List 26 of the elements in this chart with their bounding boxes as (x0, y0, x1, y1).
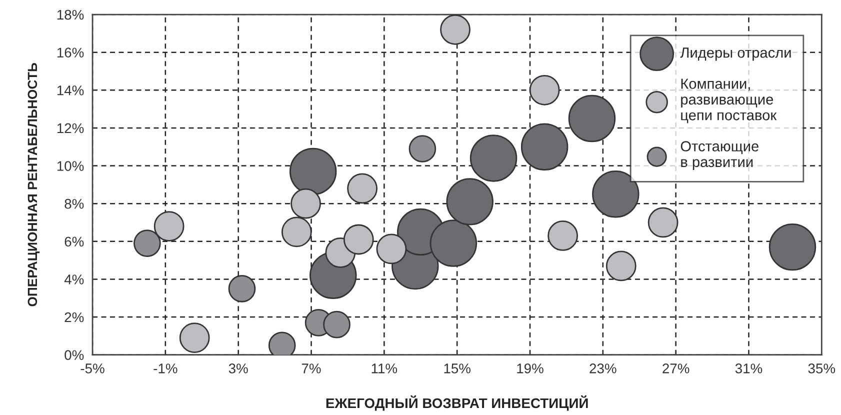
y-tick-label: 6% (64, 236, 84, 247)
x-tick-label: 19% (517, 364, 544, 374)
x-tick-label: 15% (444, 364, 470, 374)
y-axis-title: ОПЕРАЦИОННАЯ РЕНТАБЕЛЬНОСТЬ (28, 63, 40, 306)
y-tick-label: 16% (57, 48, 84, 58)
legend-label: Компании, развивающие цепи поставок (681, 78, 777, 124)
x-tick-label: 11% (372, 364, 398, 374)
x-tick-label: -5% (80, 364, 104, 374)
y-tick-label: 0% (64, 350, 84, 360)
legend-label: Отстающие в развитии (680, 141, 758, 170)
x-tick-label: 31% (735, 364, 762, 374)
x-tick-label: 27% (662, 364, 690, 374)
x-tick-label: 3% (228, 364, 248, 374)
x-tick-label: 35% (808, 364, 836, 374)
y-tick-label: 4% (64, 274, 84, 284)
legend-label: Лидеры отрасли (680, 48, 791, 61)
y-tick-label: 18% (57, 10, 84, 20)
y-tick-label: 2% (64, 312, 84, 322)
y-tick-label: 10% (57, 161, 84, 171)
y-tick-label: 12% (57, 123, 84, 134)
x-tick-label: 7% (302, 364, 321, 374)
x-tick-label: 23% (590, 364, 616, 374)
y-tick-label: 8% (64, 198, 84, 209)
x-tick-label: -1% (154, 364, 178, 374)
y-tick-label: 14% (57, 86, 84, 96)
x-axis-title: ЕЖЕГОДНЫЙ ВОЗВРАТ ИНВЕСТИЦИЙ (326, 395, 588, 411)
